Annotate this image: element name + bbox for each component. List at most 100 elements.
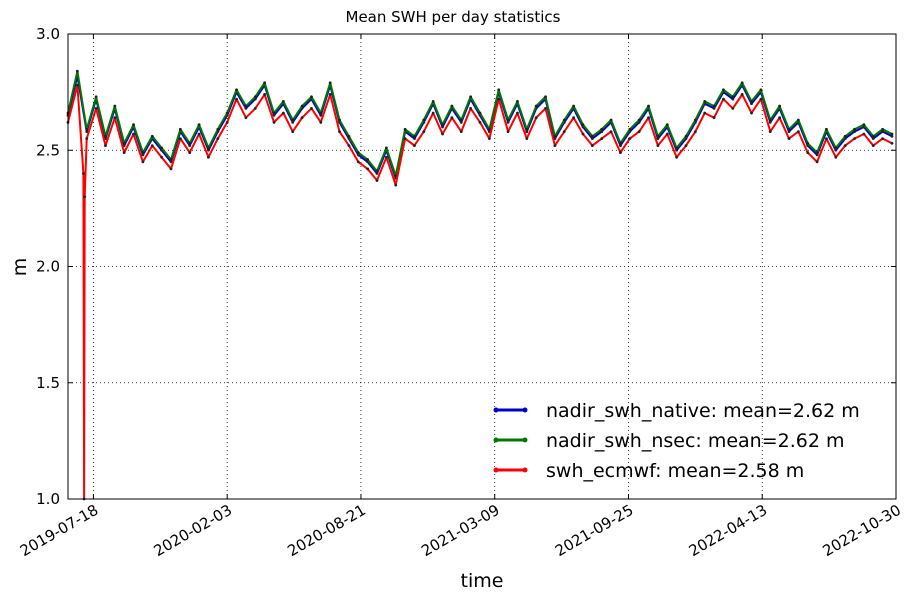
series-1-point xyxy=(431,100,435,103)
series-2-point xyxy=(834,155,838,159)
series-2-point xyxy=(441,132,444,136)
series-1-point xyxy=(553,134,557,138)
series-1-point xyxy=(843,134,847,138)
series-1-point xyxy=(459,118,463,122)
series-1-point xyxy=(188,141,192,145)
series-1-point xyxy=(590,134,594,138)
series-0-point xyxy=(656,137,660,141)
series-1-point xyxy=(862,123,866,127)
series-1-point xyxy=(693,118,697,122)
series-1-point xyxy=(890,132,894,136)
series-1-point xyxy=(871,134,875,138)
series-2-point xyxy=(590,144,594,148)
series-2-point xyxy=(150,144,154,148)
series-2-point xyxy=(628,137,632,141)
series-2-point xyxy=(81,172,85,175)
series-2-point xyxy=(75,83,79,87)
series-0-point xyxy=(291,120,295,124)
series-2-point xyxy=(263,93,267,96)
x-tick-labels: 2019-07-18 2020-02-03 2020-08-21 2021-03-09… xyxy=(17,501,904,560)
series-0-point xyxy=(506,120,510,124)
series-1-point xyxy=(675,146,679,150)
series-1-point xyxy=(506,118,510,122)
series-0-point xyxy=(207,148,210,152)
series-2-point xyxy=(225,120,229,124)
y-tick-labels: 1.0 1.5 2.0 2.5 3.0 xyxy=(36,25,60,508)
x-tick-label: 2020-02-03 xyxy=(151,501,236,560)
series-1-point xyxy=(356,151,360,154)
legend-marker-0 xyxy=(522,407,528,413)
series-1-point xyxy=(216,127,220,131)
series-0-point xyxy=(619,144,622,148)
legend: nadir_swh_native: mean=2.62 m nadir_swh_n… xyxy=(493,400,860,482)
legend-marker-2 xyxy=(493,467,499,473)
series-2-point xyxy=(160,155,164,159)
series-0-point xyxy=(459,120,463,124)
series-1-point xyxy=(469,95,473,99)
series-2-point xyxy=(722,97,725,101)
series-0-point xyxy=(712,107,716,110)
series-1-point xyxy=(319,111,323,115)
legend-marker-0 xyxy=(493,407,499,413)
series-2-point xyxy=(310,107,313,110)
series-0-point xyxy=(375,172,379,175)
series-0-point xyxy=(319,113,323,117)
series-1-point xyxy=(497,88,501,92)
series-0-point xyxy=(768,120,772,124)
series-2-point xyxy=(197,132,201,136)
series-1-point xyxy=(94,95,98,99)
series-1-point xyxy=(197,123,201,127)
series-2-point xyxy=(647,116,650,120)
series-0-point xyxy=(244,107,248,110)
series-2-point xyxy=(319,120,323,124)
series-1-point xyxy=(160,146,164,150)
series-1-point xyxy=(619,141,622,145)
series-1-point xyxy=(525,127,529,131)
series-0-point xyxy=(871,137,875,141)
series-1-point xyxy=(263,81,267,85)
x-tick-label: 2019-07-18 xyxy=(17,501,102,560)
series-1-point xyxy=(272,111,276,115)
series-1-point xyxy=(132,123,135,127)
series-1-point xyxy=(169,158,173,161)
series-0-point xyxy=(890,134,894,138)
legend-label-0: nadir_swh_native: mean=2.62 m xyxy=(546,400,860,422)
series-1-point xyxy=(291,118,295,122)
series-0-point xyxy=(188,144,192,148)
series-2-point xyxy=(235,97,238,101)
series-2-point xyxy=(122,151,126,154)
series-1-point xyxy=(487,127,491,131)
legend-marker-1 xyxy=(493,437,499,443)
series-0-point xyxy=(272,113,276,117)
series-2-point xyxy=(469,107,473,110)
chart-title: Mean SWH per day statistics xyxy=(346,8,561,26)
series-1-point xyxy=(684,134,688,138)
series-1-point xyxy=(665,123,669,127)
series-1-point xyxy=(85,127,89,131)
series-0-point xyxy=(590,137,594,141)
series-2-point xyxy=(459,130,463,134)
series-2-point xyxy=(394,183,398,187)
series-0-point xyxy=(731,97,735,101)
series-2-point xyxy=(188,151,192,154)
series-1-point xyxy=(703,100,707,103)
series-1-point xyxy=(881,127,885,131)
series-1-point xyxy=(722,88,725,92)
series-1-point xyxy=(478,111,482,115)
x-tick-label: 2021-03-09 xyxy=(418,501,503,560)
series-2-point xyxy=(787,137,791,141)
series-2-point xyxy=(712,116,716,120)
series-1-point xyxy=(581,123,585,127)
series-2-point xyxy=(216,137,220,141)
x-tick-label: 2022-10-30 xyxy=(819,501,904,560)
series-1-point xyxy=(806,141,810,145)
series-1-point xyxy=(300,104,304,108)
y-tick-label: 2.5 xyxy=(36,141,60,159)
series-2-point xyxy=(83,195,87,199)
series-2-point xyxy=(665,132,669,136)
series-1-point xyxy=(403,127,407,131)
x-axis-label: time xyxy=(461,570,504,592)
series-1-point xyxy=(178,127,182,131)
series-2-point xyxy=(104,144,107,148)
series-2-point xyxy=(862,132,866,136)
